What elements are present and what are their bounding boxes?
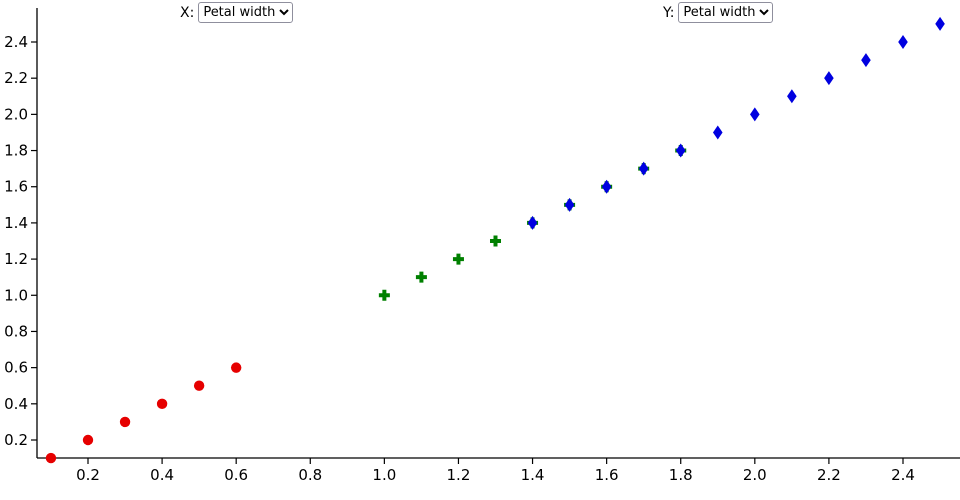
x-tick-label: 0.6 <box>224 466 248 484</box>
red-circles-marker <box>45 452 57 464</box>
red-circles-marker <box>82 434 94 446</box>
x-tick-label: 0.4 <box>150 466 174 484</box>
y-tick-label: 1.0 <box>4 286 28 304</box>
x-tick-label: 1.0 <box>372 466 396 484</box>
x-tick-label: 1.8 <box>669 466 693 484</box>
x-tick-label: 0.8 <box>298 466 322 484</box>
y-axis-control: Y: Petal width <box>663 2 774 23</box>
blue-diamonds-marker <box>861 53 871 68</box>
y-tick-label: 1.6 <box>4 178 28 196</box>
blue-diamonds-marker <box>564 197 575 212</box>
blue-diamonds-marker <box>527 215 538 230</box>
blue-diamonds-marker <box>601 179 612 194</box>
axis-controls: X: Petal width Y: Petal width <box>0 2 960 26</box>
y-tick-label: 2.0 <box>4 105 28 123</box>
blue-diamonds-marker <box>675 143 686 158</box>
red-circles-marker <box>230 362 242 373</box>
y-tick-label: 1.2 <box>4 250 28 268</box>
x-tick-label: 1.6 <box>595 466 619 484</box>
red-circles-marker <box>156 398 168 410</box>
y-axis-select[interactable]: Petal width <box>678 2 774 23</box>
y-tick-label: 0.4 <box>4 395 28 413</box>
x-tick-label: 2.2 <box>817 466 841 484</box>
x-axis-label: X: <box>180 4 195 21</box>
blue-diamonds-marker <box>787 89 797 104</box>
red-circles-marker <box>119 416 131 428</box>
y-tick-label: 1.4 <box>4 214 28 232</box>
x-tick-label: 0.2 <box>76 466 100 484</box>
blue-diamonds-marker <box>898 35 908 50</box>
y-tick-label: 2.2 <box>4 69 28 87</box>
blue-diamonds-marker <box>712 125 723 140</box>
y-axis-label: Y: <box>663 4 675 21</box>
green-crosses-marker <box>452 253 464 265</box>
y-tick-label: 2.4 <box>4 33 28 51</box>
red-circles-marker <box>193 380 205 391</box>
x-tick-label: 1.2 <box>447 466 471 484</box>
y-tick-label: 0.2 <box>4 431 28 449</box>
y-tick-label: 0.8 <box>4 322 28 340</box>
y-tick-label: 1.8 <box>4 142 28 160</box>
green-crosses-marker <box>415 271 427 283</box>
blue-diamonds-marker <box>824 71 834 86</box>
x-tick-label: 2.4 <box>891 466 915 484</box>
green-crosses-marker <box>378 289 390 301</box>
green-crosses-marker <box>489 235 501 247</box>
blue-diamonds-marker <box>750 107 760 122</box>
x-tick-label: 1.4 <box>521 466 545 484</box>
blue-diamonds-marker <box>638 161 649 176</box>
blue-diamonds-marker <box>935 16 945 31</box>
x-axis-select[interactable]: Petal width <box>198 2 294 23</box>
y-tick-label: 0.6 <box>4 359 28 377</box>
x-tick-label: 2.0 <box>743 466 767 484</box>
x-axis-control: X: Petal width <box>180 2 294 23</box>
